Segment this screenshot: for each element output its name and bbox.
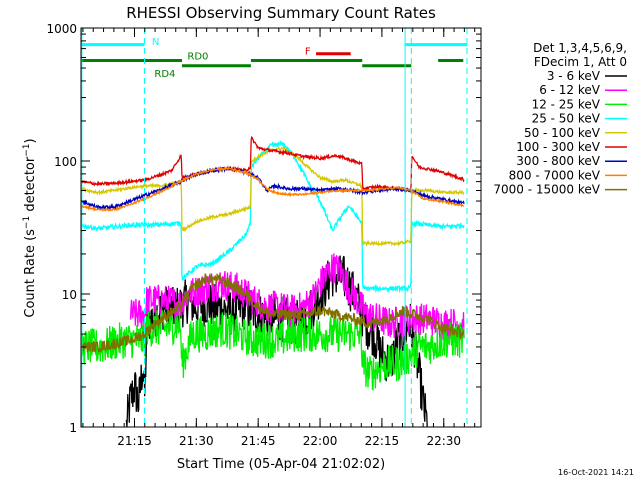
series-line-3-6-kev: [125, 255, 428, 427]
x-tick-label: 22:15: [365, 434, 400, 448]
y-axis-label-end: ): [23, 138, 38, 143]
legend-label-100-300-kev: 100 - 300 keV: [516, 140, 600, 154]
legend: Det 1,3,4,5,6,9, FDecim 1, Att 0 3 - 6 k…: [493, 41, 627, 197]
series-lines: [81, 135, 465, 427]
series-line-7000-15000-kev: [81, 273, 465, 353]
chart-title: RHESSI Observing Summary Count Rates: [126, 4, 436, 22]
y-axis-label: Count Rate (s−1 detector−1): [22, 138, 38, 317]
x-axis: 21:15 21:30 21:45 22:00 22:15 22:30: [82, 28, 476, 448]
series-line-12-25-kev: [81, 308, 465, 391]
y-axis-label-sup: −1: [22, 216, 32, 229]
flag-label-f: F: [305, 46, 311, 57]
legend-label-7000-15000-kev: 7000 - 15000 keV: [493, 183, 600, 197]
x-tick-label: 21:45: [241, 434, 276, 448]
legend-header-line-2: FDecim 1, Att 0: [534, 55, 627, 69]
legend-label-25-50-kev: 25 - 50 keV: [532, 112, 601, 126]
y-tick-label: 100: [54, 155, 77, 169]
footer-date: 16-Oct-2021 14:21: [558, 468, 634, 477]
legend-label-300-800-kev: 300 - 800 keV: [516, 154, 600, 168]
observing-flags: N RD0 RD4 F: [81, 37, 467, 80]
flag-label-n: N: [152, 37, 159, 48]
y-axis: 1 10 100 1000: [46, 22, 481, 435]
series-line-25-50-kev: [81, 139, 465, 294]
x-tick-label: 22:30: [426, 434, 461, 448]
y-tick-label: 10: [62, 288, 77, 302]
legend-label-3-6-kev: 3 - 6 keV: [547, 69, 601, 83]
plot-frame: [80, 27, 482, 428]
legend-label-800-7000-kev: 800 - 7000 keV: [509, 168, 601, 182]
x-tick-label: 22:00: [303, 434, 338, 448]
y-axis-label-sup2: −1: [22, 143, 32, 156]
x-tick-label: 21:30: [179, 434, 214, 448]
flag-label-rd0: RD0: [187, 52, 208, 63]
y-tick-label: 1000: [46, 22, 77, 36]
x-axis-label: Start Time (05-Apr-04 21:02:02): [177, 457, 385, 472]
x-tick-label: 21:15: [117, 434, 152, 448]
legend-label-50-100-kev: 50 - 100 keV: [524, 126, 601, 140]
legend-label-6-12-kev: 6 - 12 keV: [539, 83, 601, 97]
y-tick-label: 1: [69, 421, 77, 435]
series-line-6-12-kev: [129, 253, 465, 340]
y-axis-label-rest: detector: [23, 156, 38, 216]
flag-label-rd4: RD4: [154, 69, 175, 80]
legend-label-12-25-kev: 12 - 25 keV: [532, 97, 601, 111]
legend-header-line-1: Det 1,3,4,5,6,9,: [533, 41, 627, 55]
series-line-50-100-kev: [81, 146, 465, 247]
series-line-800-7000-kev: [81, 166, 465, 212]
flag-vertical-lines: [81, 28, 468, 427]
y-axis-label-main: Count Rate (s: [23, 229, 38, 318]
